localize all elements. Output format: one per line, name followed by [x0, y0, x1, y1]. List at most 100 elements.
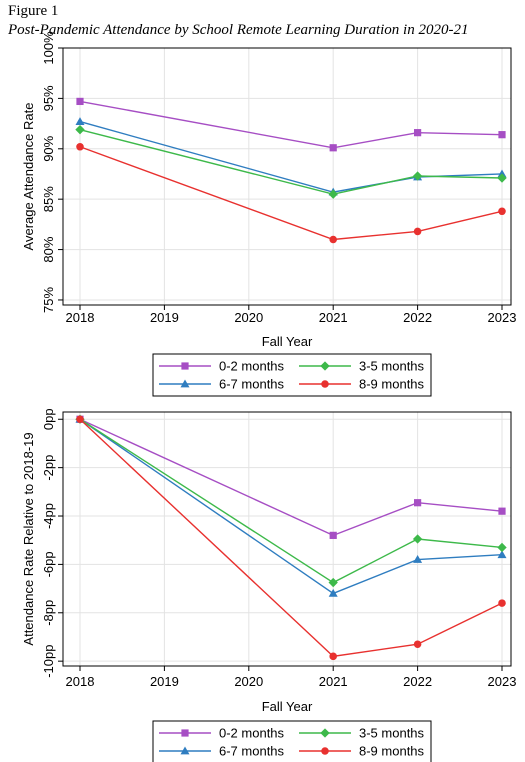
series-marker — [180, 379, 190, 388]
y-tick-label: 75% — [41, 287, 56, 313]
series-marker — [180, 746, 190, 755]
y-tick-label: 80% — [41, 236, 56, 262]
x-tick-label: 2019 — [150, 310, 179, 325]
y-tick-label: 90% — [41, 135, 56, 161]
series-marker — [413, 640, 422, 649]
series-marker — [497, 550, 507, 559]
series-8-9-months — [76, 415, 506, 661]
series-line — [79, 418, 503, 595]
series-marker — [181, 729, 189, 737]
series-0-2-months — [76, 97, 506, 152]
chart-panel-1: 75% 80% 85% 90% 95% 100% 2018 2019 2020 2021 2022 2… — [21, 31, 517, 397]
x-tick-label: 2020 — [234, 674, 263, 689]
x-tick-label: 2023 — [488, 674, 517, 689]
legend-box — [152, 720, 432, 762]
series-marker — [329, 235, 337, 244]
legend: 0-2 months 3-5 months 6-7 months 8-9 months — [152, 720, 432, 762]
series-marker — [321, 380, 329, 388]
series-marker — [497, 173, 507, 183]
series-marker — [321, 747, 329, 755]
series-marker — [181, 362, 189, 370]
series-marker — [414, 129, 422, 137]
legend-item: 6-7 months — [159, 377, 285, 392]
series-marker — [413, 227, 422, 236]
legend-label: 8-9 months — [359, 744, 425, 759]
legend: 0-2 months 3-5 months 6-7 months 8-9 months — [152, 353, 432, 397]
figure-title: Post-Pandemic Attendance by School Remot… — [8, 22, 469, 38]
x-axis-label: Fall Year — [262, 699, 313, 714]
series-line — [79, 418, 503, 584]
legend-item: 8-9 months — [299, 744, 425, 759]
series-marker — [75, 117, 85, 125]
series-marker — [328, 189, 338, 199]
y-axis-label: Attendance Rate Relative to 2018-19 — [21, 432, 36, 645]
series-marker — [328, 577, 338, 588]
legend-item: 0-2 months — [159, 726, 285, 741]
series-marker — [414, 499, 422, 507]
series-marker — [329, 144, 337, 152]
series-marker — [412, 171, 423, 181]
y-tick-label: -8pp — [41, 600, 56, 626]
series-marker — [329, 531, 337, 539]
legend-label: 3-5 months — [359, 726, 425, 741]
series-marker — [498, 599, 506, 607]
legend-item: 0-2 months — [159, 359, 285, 374]
legend-item: 8-9 months — [299, 377, 425, 392]
y-axis-label: Average Attendance Rate — [21, 103, 36, 251]
legend-label: 3-5 months — [359, 359, 425, 374]
series-marker — [498, 507, 506, 515]
y-tick-label: -10pp — [41, 645, 56, 678]
y-tick-label: 85% — [41, 186, 56, 212]
figure-label: Figure 1 — [8, 3, 59, 19]
series-line — [79, 128, 503, 195]
x-tick-label: 2023 — [488, 310, 517, 325]
series-3-5-months — [75, 124, 507, 199]
x-tick-label: 2022 — [403, 674, 432, 689]
series-marker — [320, 361, 330, 371]
plot-border — [62, 47, 512, 306]
series-marker — [76, 415, 84, 424]
x-axis-label: Fall Year — [262, 334, 313, 349]
series-marker — [498, 207, 506, 216]
x-tick-label: 2021 — [319, 310, 348, 325]
y-tick-label: -2pp — [41, 455, 56, 481]
x-tick-label: 2018 — [66, 310, 95, 325]
x-tick-label: 2018 — [66, 674, 95, 689]
series-line — [79, 418, 503, 537]
series-marker — [413, 555, 423, 563]
x-tick-label: 2019 — [150, 674, 179, 689]
y-tick-label: -6pp — [41, 551, 56, 577]
series-marker — [76, 142, 84, 151]
series-marker — [76, 97, 84, 106]
series-marker — [75, 124, 85, 135]
series-marker — [320, 728, 330, 738]
y-tick-label: 95% — [41, 85, 56, 111]
series-line — [79, 146, 503, 241]
series-line — [79, 100, 503, 149]
legend-label: 0-2 months — [219, 359, 285, 374]
x-tick-label: 2022 — [403, 310, 432, 325]
x-tick-label: 2021 — [319, 674, 348, 689]
series-marker — [412, 534, 423, 544]
y-tick-label: -4pp — [41, 503, 56, 529]
y-tick-label: 100% — [41, 31, 56, 65]
series-marker — [498, 131, 506, 139]
y-tick-label: 0pp — [41, 408, 56, 430]
chart-panel-2: 0pp -2pp -4pp -6pp -8pp -10pp 2018 2019 2020 2021… — [21, 408, 516, 762]
legend-item: 3-5 months — [299, 726, 425, 741]
x-tick-label: 2020 — [234, 310, 263, 325]
legend-label: 8-9 months — [359, 377, 425, 392]
legend-label: 0-2 months — [219, 726, 285, 741]
series-line — [79, 418, 503, 658]
legend-item: 6-7 months — [159, 744, 285, 759]
legend-label: 6-7 months — [219, 744, 285, 759]
series-marker — [329, 652, 337, 661]
legend-label: 6-7 months — [219, 377, 285, 392]
legend-box — [152, 353, 432, 397]
series-marker — [497, 542, 507, 553]
plot-area — [62, 411, 512, 667]
legend-item: 3-5 months — [299, 359, 425, 374]
plot-border — [62, 411, 512, 667]
series-8-9-months — [76, 142, 506, 244]
